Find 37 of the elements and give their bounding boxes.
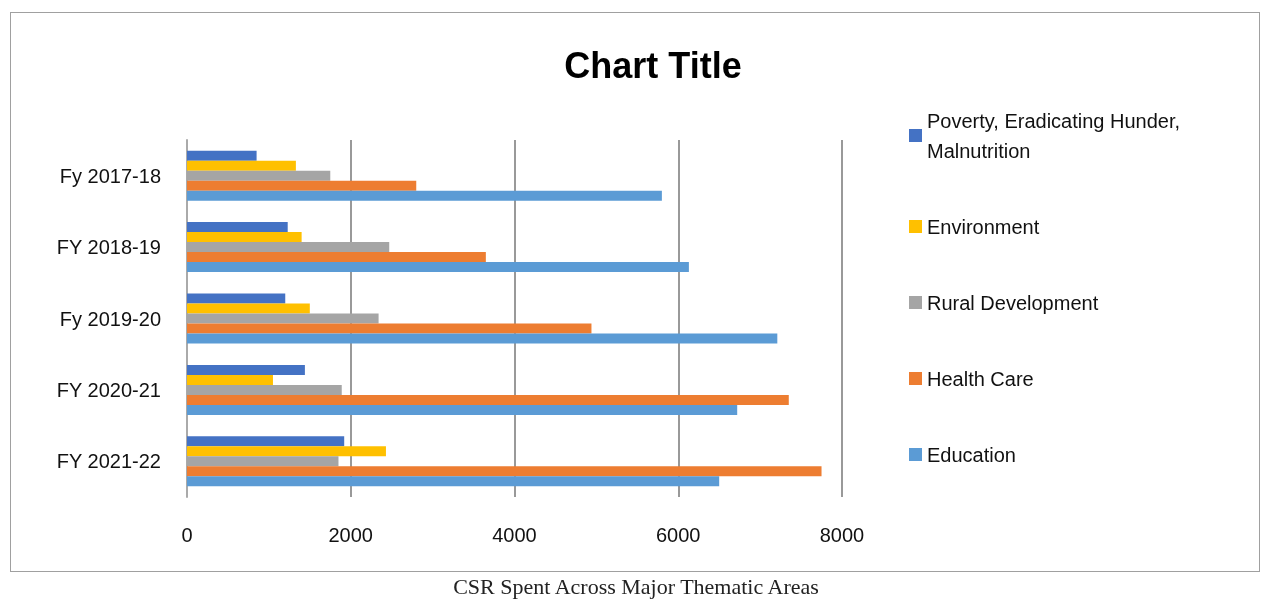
bar [187,374,273,385]
legend-label: Rural Development [927,291,1099,314]
bar [187,150,257,161]
bar [187,180,417,191]
y-tick-label: Fy 2019-20 [59,307,161,330]
bar [187,323,592,334]
x-tick-label: 8000 [819,524,865,546]
legend-label: Health Care [927,367,1034,390]
bar [187,293,286,304]
x-tick-label: 4000 [492,524,537,546]
y-tick-label: FY 2020-21 [56,378,161,401]
bar [187,160,296,171]
legend-label: Education [927,443,1016,466]
bar [187,303,310,314]
legend-label: Poverty, Eradicating Hunder, Malnutrition [927,109,1186,162]
bar [187,364,305,375]
bar [187,262,689,273]
chart-title: Chart Title [564,44,742,86]
x-tick-label: 2000 [328,524,373,546]
bar [187,394,789,405]
bar [187,252,486,263]
y-tick-label: FY 2018-19 [56,236,161,259]
x-tick-label: 0 [181,524,193,546]
bar [187,446,386,457]
bar [187,222,288,233]
x-tick-label: 6000 [656,524,701,546]
bar [187,404,738,415]
y-tick-label: FY 2021-22 [56,450,161,473]
bar [187,466,822,477]
bar [187,436,345,447]
bar [187,190,662,201]
y-tick-label: Fy 2017-18 [59,164,161,187]
legend-label: Environment [927,215,1040,238]
bar [187,232,302,243]
text: CSR Spent Across Major Thematic Areas [452,574,820,600]
bar [187,476,720,487]
bar [187,333,778,344]
